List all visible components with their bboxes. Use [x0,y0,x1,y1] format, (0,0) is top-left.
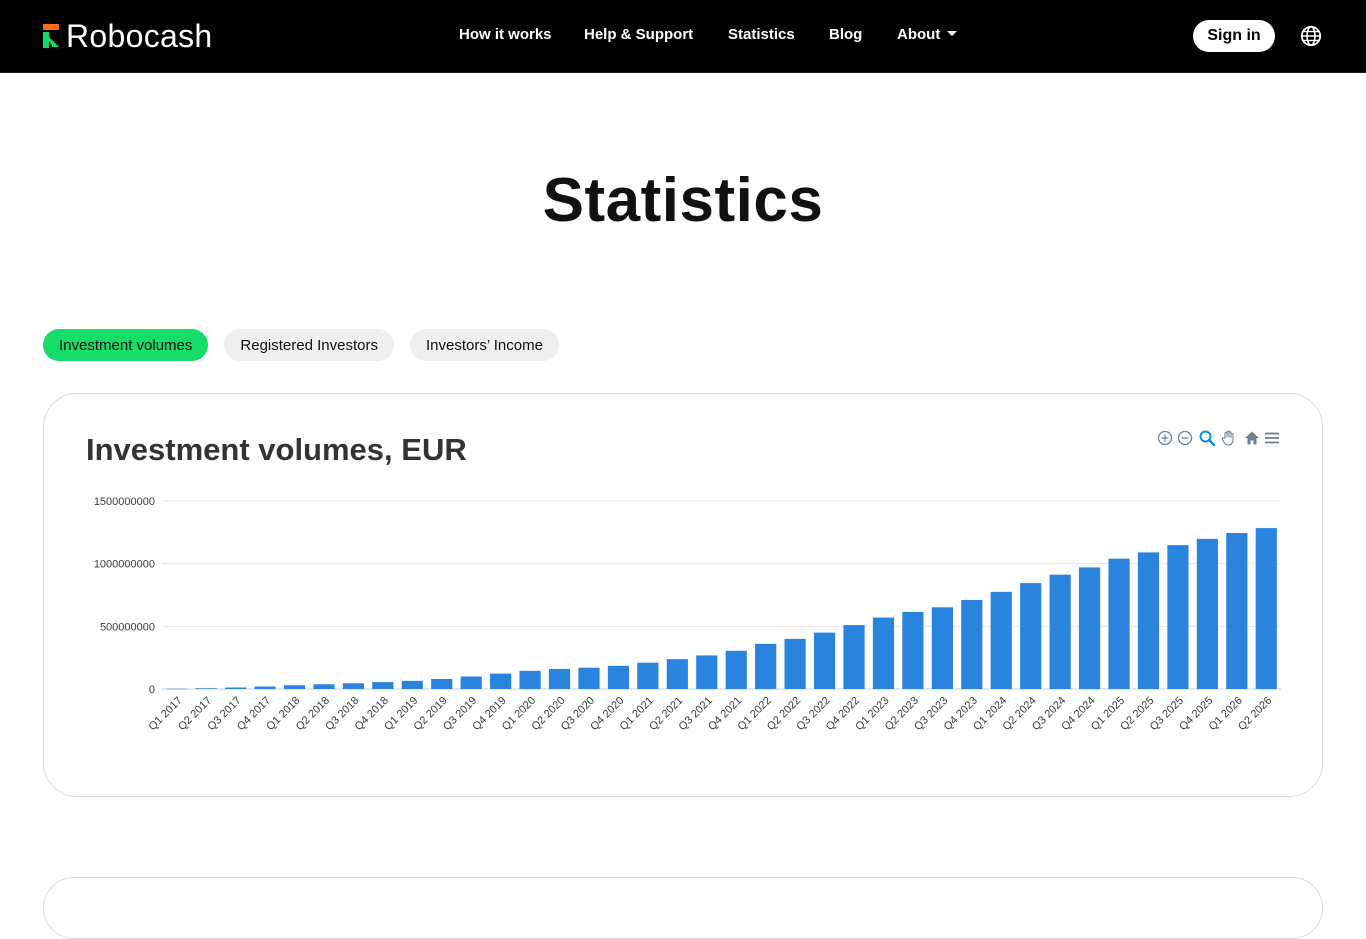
chart-bar [843,625,865,689]
y-tick-label: 1000000000 [94,559,155,571]
robocash-logo-mark [43,24,59,48]
next-chart-card [43,877,1323,939]
chart-bar [1226,532,1248,689]
chart-bar [519,670,541,689]
y-tick-label: 500000000 [100,621,155,633]
chart-bar [696,655,718,689]
statistics-tabs: Investment volumes Registered Investors … [43,329,559,361]
zoom-in-icon[interactable] [1156,429,1174,447]
chart-bar [931,607,953,689]
tab-investment-volumes[interactable]: Investment volumes [43,329,209,361]
y-tick-label: 1500000000 [94,496,155,508]
chart-bar [1020,583,1042,689]
caret-down-icon [947,31,958,36]
chart-bar [1255,528,1277,689]
sign-in-button[interactable]: Sign in [1193,20,1275,52]
chart-bar [225,687,247,689]
globe-icon[interactable] [1300,25,1322,47]
chart-bar [313,684,335,689]
nav-link-how-it-works[interactable]: How it works [459,26,552,43]
pan-hand-icon[interactable] [1220,429,1238,447]
chart-bar [578,667,600,689]
main-nav: How it works Help & Support Statistics B… [0,0,1366,72]
chart-bar [902,611,924,689]
chart-bar [784,638,806,689]
chart-bar [166,688,188,690]
brand-name: Robocash [66,17,213,54]
chart-bar [1108,558,1130,689]
tab-registered-investors[interactable]: Registered Investors [224,329,394,361]
chart-bar [1196,538,1218,689]
chart-bar [637,662,659,689]
chart-bar [1049,574,1071,689]
chart-bar [961,600,983,689]
chart-card: Investment volumes, EUR 0 500000000 100000… [43,393,1323,797]
chart-bar [254,686,276,689]
chart-bar [372,682,394,689]
reset-home-icon[interactable] [1243,429,1261,447]
chart-bar [431,678,453,689]
top-navbar: Robocash How it works Help & Support Sta… [0,0,1366,73]
nav-about-dropdown[interactable]: About [897,26,958,43]
chart-bar [666,659,688,689]
brand-logo[interactable]: Robocash [43,18,213,54]
chart-bar [548,668,571,689]
zoom-out-icon[interactable] [1176,429,1194,447]
chart-bar [1078,567,1101,689]
tab-investors-income[interactable]: Investors’ Income [409,329,559,361]
chart-bar [990,591,1012,689]
chart-bar [725,650,747,689]
y-tick-label: 0 [149,684,155,696]
chart-bar [342,683,365,689]
chart-bar [401,680,423,689]
nav-link-blog[interactable]: Blog [829,26,863,43]
chart-bar [195,688,217,689]
chart-bar [755,643,777,689]
menu-icon[interactable] [1263,429,1281,447]
chart-bar [872,617,895,689]
nav-link-help-support[interactable]: Help & Support [584,26,694,43]
selection-zoom-icon[interactable] [1198,429,1216,447]
chart-bar [490,673,512,689]
chart-bar [813,632,836,689]
chart-bar [1167,545,1189,689]
chart-bar [607,665,630,689]
chart-bar [283,685,306,689]
nav-link-about: About [897,26,941,43]
page-title: Statistics [542,166,824,235]
chart-title: Investment volumes, EUR [86,432,467,467]
chart-bar [1137,552,1160,689]
chart-bar [460,676,482,689]
nav-link-statistics[interactable]: Statistics [728,26,795,43]
